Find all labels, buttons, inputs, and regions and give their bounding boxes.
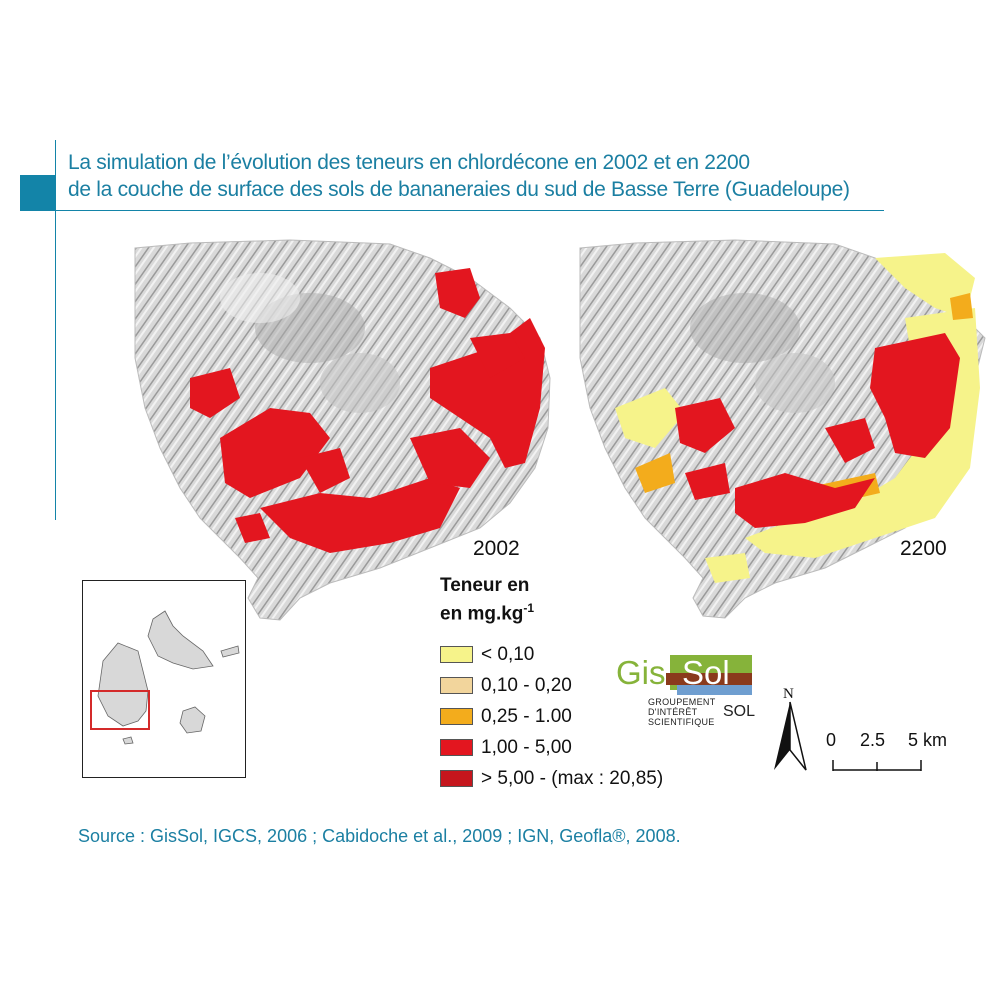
legend-item-label: 0,10 - 0,20 xyxy=(481,674,572,696)
legend-swatch xyxy=(440,677,473,695)
legend-swatch xyxy=(440,708,473,726)
legend-title-line-2: en mg.kg-1 xyxy=(440,597,740,625)
legend-item: > 5,00 - (max : 20,85) xyxy=(440,763,740,794)
map-2200-relief xyxy=(579,239,986,619)
legend-item-label: 1,00 - 5,00 xyxy=(481,736,572,758)
scale-tick-2-5: 2.5 xyxy=(860,730,886,750)
gissol-logo: Gis Sol GROUPEMENT D'INTÉRÊT SCIENTIFIQU… xyxy=(612,654,756,735)
legend-title-unit: en mg.kg xyxy=(440,603,524,625)
scale-tick-0: 0 xyxy=(826,730,837,750)
legend-item-label: 0,25 - 1.00 xyxy=(481,705,572,727)
legend-swatch xyxy=(440,739,473,757)
legend-item-label: > 5,00 - (max : 20,85) xyxy=(481,767,664,789)
gissol-logo-sol: Sol xyxy=(682,654,730,691)
gissol-logo-sub-3: SCIENTIFIQUE xyxy=(648,717,715,727)
scale-bar: 0 2.5 5 km xyxy=(826,730,976,775)
map-legend: Teneur en en mg.kg-1 < 0,10 0,10 - 0,20 … xyxy=(440,575,740,794)
map-title-line-1: La simulation de l’évolution des teneurs… xyxy=(68,151,750,174)
locator-inset-map xyxy=(82,580,246,778)
guadeloupe-locator-shape xyxy=(90,610,240,745)
legend-swatch xyxy=(440,646,473,664)
north-arrow-label: N xyxy=(783,686,794,702)
map-2002-year-label: 2002 xyxy=(473,537,520,560)
title-accent-square xyxy=(20,175,55,210)
scale-tick-5-km: 5 km xyxy=(908,730,948,750)
legend-item: 0,10 - 0,20 xyxy=(440,670,740,701)
map-2002 xyxy=(130,238,555,623)
legend-title-exponent: -1 xyxy=(523,601,535,615)
gissol-logo-blue-band xyxy=(677,685,752,695)
map-2200 xyxy=(575,238,1000,623)
legend-item: 0,25 - 1.00 xyxy=(440,701,740,732)
gissol-logo-sub-1: GROUPEMENT xyxy=(648,697,716,707)
legend-swatch xyxy=(440,770,473,788)
gissol-logo-sub-sol: SOL xyxy=(723,703,756,720)
gissol-logo-subtitle: GROUPEMENT D'INTÉRÊT SCIENTIFIQUE xyxy=(648,697,716,727)
map-title-line-2: de la couche de surface des sols de bana… xyxy=(68,178,850,201)
north-arrow-icon xyxy=(774,701,807,771)
legend-item: 1,00 - 5,00 xyxy=(440,732,740,763)
source-citation: Source : GisSol, IGCS, 2006 ; Cabidoche … xyxy=(78,826,681,846)
study-area-box xyxy=(90,690,150,730)
gissol-logo-gis: Gis xyxy=(616,654,666,691)
map-2002-relief xyxy=(134,239,551,621)
scale-bar-line xyxy=(832,760,922,771)
legend-item: < 0,10 xyxy=(440,639,740,670)
legend-title: Teneur en en mg.kg-1 xyxy=(440,575,740,625)
title-vertical-rule xyxy=(55,140,56,520)
legend-item-label: < 0,10 xyxy=(481,643,535,665)
title-rule xyxy=(20,210,884,211)
map-2200-year-label: 2200 xyxy=(900,537,947,560)
legend-title-line-1: Teneur en xyxy=(440,575,530,596)
legend-items: < 0,10 0,10 - 0,20 0,25 - 1.00 1,00 - 5,… xyxy=(440,639,740,794)
gissol-logo-sub-2: D'INTÉRÊT xyxy=(648,707,698,717)
